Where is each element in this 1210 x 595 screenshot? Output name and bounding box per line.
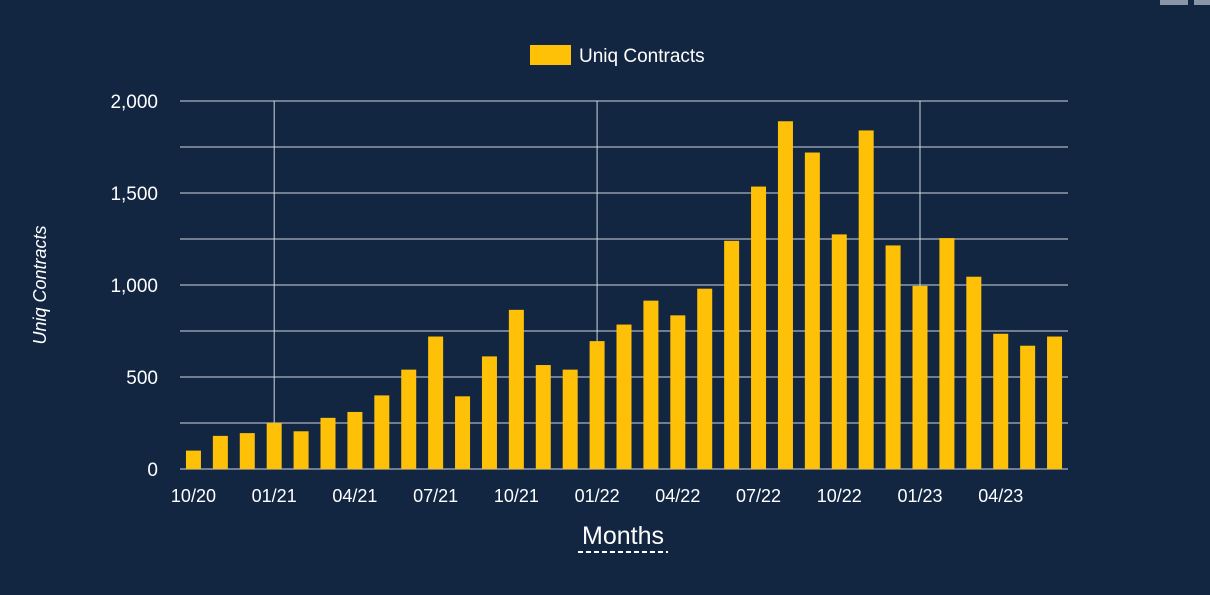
bar-06/22[interactable] xyxy=(724,240,740,469)
bar-09/21[interactable] xyxy=(481,356,497,469)
bar-05/22[interactable] xyxy=(697,288,713,469)
bar-08/22[interactable] xyxy=(777,121,793,470)
bar-12/22[interactable] xyxy=(885,245,901,469)
y-axis-title: Uniq Contracts xyxy=(30,225,50,344)
bar-03/22[interactable] xyxy=(643,300,659,469)
x-tick-label: 01/22 xyxy=(575,486,620,506)
bar-01/22[interactable] xyxy=(589,341,605,469)
bar-11/20[interactable] xyxy=(212,435,228,469)
y-tick-label: 0 xyxy=(147,460,158,481)
x-tick-label: 04/22 xyxy=(655,486,700,506)
x-tick-label: 04/21 xyxy=(332,486,377,506)
y-axis-ticks: 0 500 1,000 1,500 2,000 xyxy=(110,92,158,481)
x-tick-label: 04/23 xyxy=(978,486,1023,506)
bar-11/22[interactable] xyxy=(858,130,874,469)
bar-08/21[interactable] xyxy=(455,396,471,469)
bar-03/21[interactable] xyxy=(320,417,336,469)
bar-02/23[interactable] xyxy=(939,238,955,469)
x-tick-label: 01/23 xyxy=(897,486,942,506)
bar-09/22[interactable] xyxy=(804,152,820,469)
bar-10/21[interactable] xyxy=(508,309,524,469)
legend[interactable]: Uniq Contracts xyxy=(530,45,705,67)
y-tick-label: 1,500 xyxy=(110,184,158,205)
bar-12/21[interactable] xyxy=(562,369,578,469)
bar-02/22[interactable] xyxy=(616,324,632,469)
x-axis-ticks: 10/20 01/21 04/21 07/21 10/21 01/22 04/22 07/22… xyxy=(171,486,1023,506)
corner-mark-right xyxy=(1194,0,1210,5)
legend-swatch xyxy=(530,45,571,65)
bar-07/22[interactable] xyxy=(751,186,767,469)
bar-04/21[interactable] xyxy=(347,411,363,469)
x-tick-label: 10/21 xyxy=(494,486,539,506)
bar-04/23[interactable] xyxy=(993,333,1009,469)
x-tick-label: 10/22 xyxy=(817,486,862,506)
bar-01/21[interactable] xyxy=(266,423,282,469)
y-tick-label: 500 xyxy=(126,368,158,389)
x-tick-label: 07/22 xyxy=(736,486,781,506)
bar-11/21[interactable] xyxy=(535,365,551,469)
bars xyxy=(185,121,1063,470)
corner-mark-left xyxy=(1160,0,1188,5)
bar-07/21[interactable] xyxy=(428,336,444,469)
bar-04/22[interactable] xyxy=(670,315,686,469)
bar-01/23[interactable] xyxy=(912,285,928,469)
x-tick-label: 01/21 xyxy=(252,486,297,506)
bar-02/21[interactable] xyxy=(293,431,309,469)
y-tick-label: 1,000 xyxy=(110,276,158,297)
bar-05/23[interactable] xyxy=(1020,345,1036,469)
y-tick-label: 2,000 xyxy=(110,92,158,113)
bar-06/21[interactable] xyxy=(401,369,417,469)
bar-10/22[interactable] xyxy=(831,234,847,469)
x-tick-label: 07/21 xyxy=(413,486,458,506)
legend-label: Uniq Contracts xyxy=(579,46,705,67)
x-axis-title: Months xyxy=(582,522,664,550)
x-tick-label: 10/20 xyxy=(171,486,216,506)
bar-10/20[interactable] xyxy=(185,450,201,469)
bar-06/23[interactable] xyxy=(1047,336,1063,469)
bar-03/23[interactable] xyxy=(966,276,982,469)
bar-05/21[interactable] xyxy=(374,395,390,469)
bar-12/20[interactable] xyxy=(239,433,255,469)
